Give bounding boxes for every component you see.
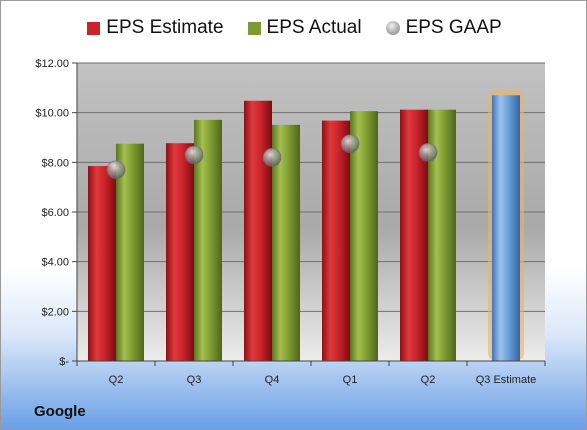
bar-eps-estimate	[88, 166, 116, 361]
legend-label-actual: EPS Actual	[266, 17, 362, 38]
x-tick-label: Q3 Estimate	[476, 374, 537, 386]
marker-eps-gaap	[184, 145, 204, 165]
legend-label-gaap: EPS GAAP	[405, 17, 502, 38]
legend-item-eps-estimate: EPS Estimate	[87, 17, 224, 39]
marker-eps-gaap	[106, 160, 126, 180]
legend-swatch-actual	[247, 21, 261, 35]
legend-swatch-gaap	[385, 21, 400, 35]
x-tick-label: Q1	[343, 374, 358, 386]
marker-eps-gaap	[418, 142, 438, 162]
gaap-markers	[106, 134, 438, 180]
marker-eps-gaap	[340, 134, 360, 154]
y-tick-label: $6.00	[41, 207, 69, 219]
y-tick-label: $4.00	[41, 257, 69, 269]
marker-eps-gaap	[262, 147, 282, 167]
bars	[88, 90, 524, 362]
bar-eps-estimate	[322, 120, 350, 361]
y-tick-label: $2.00	[41, 306, 69, 318]
legend-swatch-estimate	[87, 21, 101, 35]
x-tick-label: Q2	[421, 374, 436, 386]
x-axis: Q2 Q3 Q4 Q1 Q2 Q3 Estimate	[76, 360, 546, 386]
bar-eps-estimate	[166, 143, 194, 361]
bar-q3-estimate	[492, 95, 520, 362]
bar-eps-estimate	[244, 100, 272, 361]
legend-item-eps-actual: EPS Actual	[247, 17, 362, 39]
y-tick-label: $8.00	[41, 157, 69, 169]
x-tick-label: Q4	[265, 374, 280, 386]
legend-label-estimate: EPS Estimate	[106, 17, 224, 38]
bar-eps-actual	[116, 143, 144, 361]
y-tick-label: $10.00	[35, 108, 69, 120]
y-tick-label: $12.00	[35, 58, 69, 70]
y-axis: $- $2.00 $4.00 $6.00 $8.00 $10.00 $12.00	[35, 58, 78, 368]
legend-item-eps-gaap: EPS GAAP	[385, 17, 502, 39]
bar-eps-actual	[350, 111, 378, 361]
company-name: Google	[34, 403, 86, 420]
legend: EPS Estimate EPS Actual EPS GAAP	[1, 17, 586, 39]
x-tick-label: Q2	[109, 374, 124, 386]
x-tick-label: Q3	[187, 374, 202, 386]
y-tick-label: $-	[59, 356, 69, 368]
